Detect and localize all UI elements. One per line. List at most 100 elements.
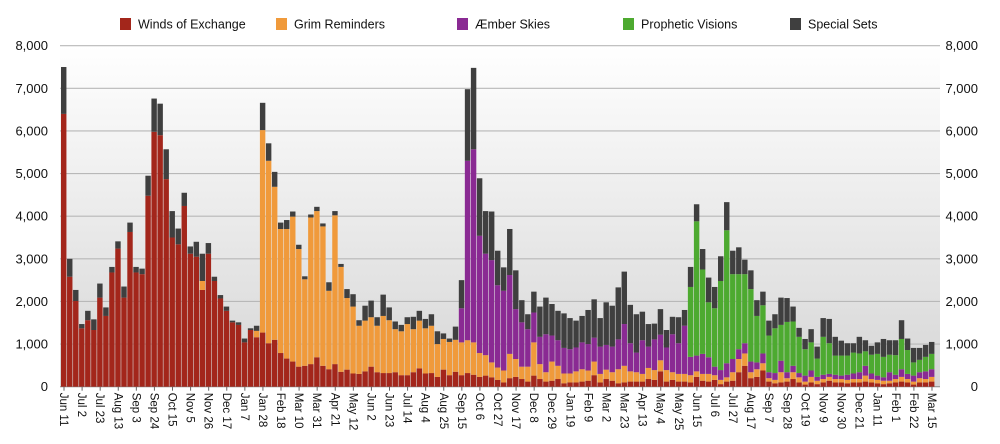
bar-segment-special-sets — [633, 314, 640, 353]
bar-segment-special-sets — [368, 300, 374, 318]
bar-segment-special-sets — [910, 347, 917, 363]
bar-segment-prophetic-visions — [826, 343, 832, 374]
bar-segment-grim-reminders — [428, 325, 435, 374]
bar-segment-special-sets — [223, 306, 230, 311]
bar-segment--mber-skies — [826, 373, 832, 377]
bar-segment-winds-of-exchange — [91, 330, 97, 387]
bar-segment-special-sets — [693, 204, 700, 222]
bar-segment-special-sets — [103, 307, 109, 316]
bar-segment-grim-reminders — [314, 211, 320, 358]
bar-segment-special-sets — [591, 299, 597, 338]
bar-segment--mber-skies — [784, 372, 790, 379]
bar-segment--mber-skies — [639, 340, 646, 374]
bar-segment--mber-skies — [916, 372, 923, 379]
bar-segment-special-sets — [217, 295, 224, 299]
bar-segment-winds-of-exchange — [814, 384, 820, 387]
bar-segment-grim-reminders — [555, 365, 561, 380]
bar-segment--mber-skies — [838, 375, 844, 380]
bar-segment-winds-of-exchange — [832, 382, 838, 387]
bar-segment-winds-of-exchange — [663, 381, 670, 387]
bar-segment-winds-of-exchange — [139, 274, 145, 387]
x-tick-label: Mar 10 — [292, 393, 304, 429]
bar-segment-winds-of-exchange — [621, 382, 627, 387]
bar-segment--mber-skies — [748, 361, 754, 373]
bar-segment-special-sets — [754, 300, 760, 316]
x-tick-label: Feb 1 — [889, 393, 901, 422]
bar-segment-winds-of-exchange — [778, 382, 784, 387]
bar-segment-grim-reminders — [332, 215, 338, 365]
bar-segment-winds-of-exchange — [187, 253, 194, 387]
bar-segment-grim-reminders — [253, 330, 260, 338]
bar-segment--mber-skies — [736, 349, 742, 359]
bar-segment-special-sets — [928, 341, 935, 354]
bar-segment-special-sets — [838, 340, 844, 356]
bar-segment-grim-reminders — [362, 320, 368, 372]
bar-segment--mber-skies — [693, 355, 700, 372]
bar-segment-special-sets — [748, 270, 754, 290]
bar-segment-grim-reminders — [874, 379, 881, 384]
legend-swatch — [790, 18, 801, 30]
bar-segment-winds-of-exchange — [67, 276, 73, 387]
bar-segment-winds-of-exchange — [247, 330, 254, 387]
bar-segment-special-sets — [314, 206, 320, 212]
bar-segment-grim-reminders — [513, 358, 519, 377]
bar-segment-winds-of-exchange — [790, 379, 796, 387]
bar-segment-winds-of-exchange — [874, 383, 881, 387]
bar-segment-winds-of-exchange — [163, 179, 169, 387]
bar-segment-winds-of-exchange — [265, 343, 272, 387]
bar-segment-grim-reminders — [916, 378, 923, 383]
bar-segment-special-sets — [235, 322, 242, 325]
bar-segment-winds-of-exchange — [543, 381, 549, 387]
bar-segment-special-sets — [609, 305, 615, 347]
bar-segment-grim-reminders — [699, 373, 706, 381]
bar-segment-winds-of-exchange — [916, 382, 923, 387]
bar-segment--mber-skies — [627, 343, 634, 372]
bar-segment-special-sets — [302, 276, 308, 280]
bar-segment-winds-of-exchange — [772, 383, 778, 387]
x-tick-label: Aug 13 — [111, 393, 123, 429]
bar-segment--mber-skies — [482, 253, 489, 356]
bar-segment-special-sets — [332, 211, 338, 216]
bar-segment-grim-reminders — [814, 380, 820, 385]
bar-segment--mber-skies — [537, 336, 543, 365]
x-tick-label: May 4 — [654, 393, 666, 425]
bar-segment-winds-of-exchange — [573, 382, 579, 387]
bar-segment-winds-of-exchange — [675, 381, 682, 387]
bar-segment-special-sets — [579, 315, 585, 343]
bar-segment-special-sets — [392, 321, 398, 330]
bar-segment-prophetic-visions — [718, 280, 724, 371]
bar-segment-grim-reminders — [850, 379, 857, 383]
bar-segment-grim-reminders — [320, 226, 326, 366]
x-tick-label: Jul 2 — [75, 393, 87, 417]
bar-segment-special-sets — [639, 311, 646, 341]
bar-segment-grim-reminders — [820, 379, 826, 383]
y-tick-label-right: 8,000 — [945, 38, 978, 53]
bar-segment-grim-reminders — [826, 376, 832, 381]
bar-segment-prophetic-visions — [748, 289, 754, 362]
bar-segment-special-sets — [464, 89, 471, 161]
bar-segment-prophetic-visions — [868, 354, 875, 374]
bar-segment-grim-reminders — [736, 358, 742, 373]
bar-segment-grim-reminders — [410, 329, 417, 373]
bar-segment--mber-skies — [663, 347, 670, 371]
bar-segment-winds-of-exchange — [151, 131, 157, 387]
bar-segment-grim-reminders — [507, 353, 513, 379]
bar-segment--mber-skies — [519, 322, 525, 367]
bar-segment--mber-skies — [543, 334, 549, 373]
legend-item: Grim Reminders — [276, 18, 385, 32]
bar-segment-winds-of-exchange — [651, 379, 658, 387]
y-tick-label-left: 6,000 — [15, 123, 48, 138]
bar-segment-special-sets — [79, 324, 85, 329]
bar-segment-special-sets — [555, 310, 561, 341]
legend-label: Special Sets — [808, 18, 877, 32]
bar-segment-special-sets — [718, 256, 724, 281]
legend: Winds of Exchange Grim Reminders Æmber Ski… — [120, 18, 877, 32]
legend-item: Prophetic Visions — [623, 18, 737, 32]
bar-segment-special-sets — [145, 175, 151, 196]
legend-swatch — [276, 18, 287, 30]
bar-segment-grim-reminders — [199, 280, 206, 290]
bar-segment-special-sets — [711, 286, 718, 309]
bar-segment--mber-skies — [579, 342, 585, 370]
x-tick-label: Dec 8 — [527, 393, 539, 423]
bar-segment-grim-reminders — [778, 372, 784, 383]
